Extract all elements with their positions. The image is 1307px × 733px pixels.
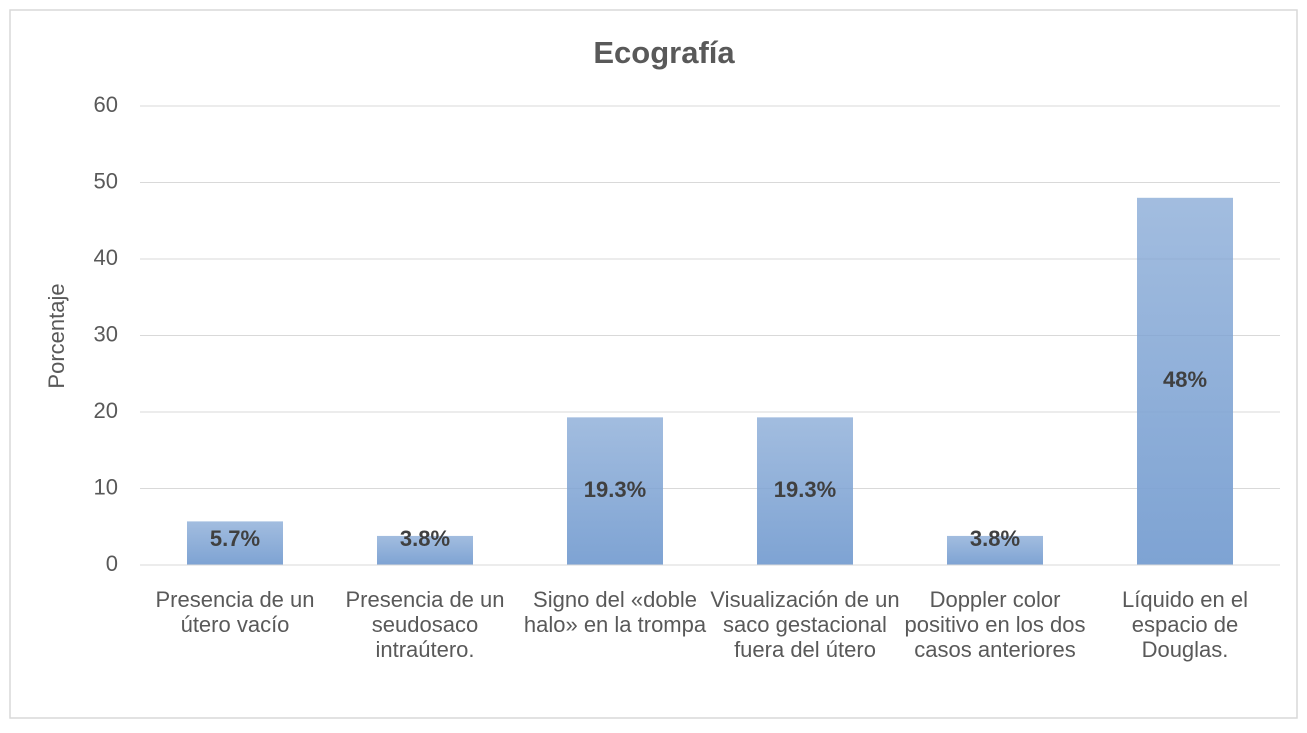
data-label: 5.7% <box>210 526 260 551</box>
bar <box>377 535 473 565</box>
chart-border <box>9 9 1298 719</box>
x-tick-label-box: Presencia de un seudosaco intraútero. <box>345 587 505 662</box>
x-tick-label-box: Signo del «doble halo» en la trompa <box>523 587 707 637</box>
bar <box>1137 197 1233 566</box>
bar <box>947 535 1043 565</box>
data-label: 3.8% <box>970 526 1020 551</box>
y-tick-label: 60 <box>94 92 118 117</box>
data-label: 3.8% <box>400 526 450 551</box>
bar <box>567 417 663 565</box>
bar <box>187 521 283 565</box>
data-label: 48% <box>1163 367 1207 392</box>
bar <box>757 417 853 565</box>
data-label: 19.3% <box>584 477 646 502</box>
x-tick-label: Signo del «doble halo» en la trompa <box>523 587 707 637</box>
y-tick-label: 0 <box>106 551 118 576</box>
y-tick-label: 30 <box>94 321 118 346</box>
y-tick-label: 20 <box>94 398 118 423</box>
y-tick-label: 10 <box>94 474 118 499</box>
x-tick-label-box: Doppler color positivo en los dos casos … <box>904 587 1086 662</box>
y-axis-label: Porcentaje <box>44 283 69 388</box>
x-tick-label-box: Líquido en el espacio de Douglas. <box>1122 587 1248 662</box>
x-tick-label: Doppler color positivo en los dos casos … <box>904 587 1086 662</box>
x-tick-label: Presencia de un seudosaco intraútero. <box>345 587 505 662</box>
x-tick-label-box: Presencia de un útero vacío <box>155 587 315 637</box>
x-tick-label: Visualización de un saco gestacional fue… <box>710 587 900 662</box>
x-tick-label-box: Visualización de un saco gestacional fue… <box>710 587 900 662</box>
y-tick-label: 50 <box>94 168 118 193</box>
data-label: 19.3% <box>774 477 836 502</box>
y-tick-label: 40 <box>94 245 118 270</box>
x-tick-label: Líquido en el espacio de Douglas. <box>1122 587 1248 662</box>
chart-title: Ecografía <box>593 35 735 70</box>
x-tick-label: Presencia de un útero vacío <box>155 587 315 637</box>
